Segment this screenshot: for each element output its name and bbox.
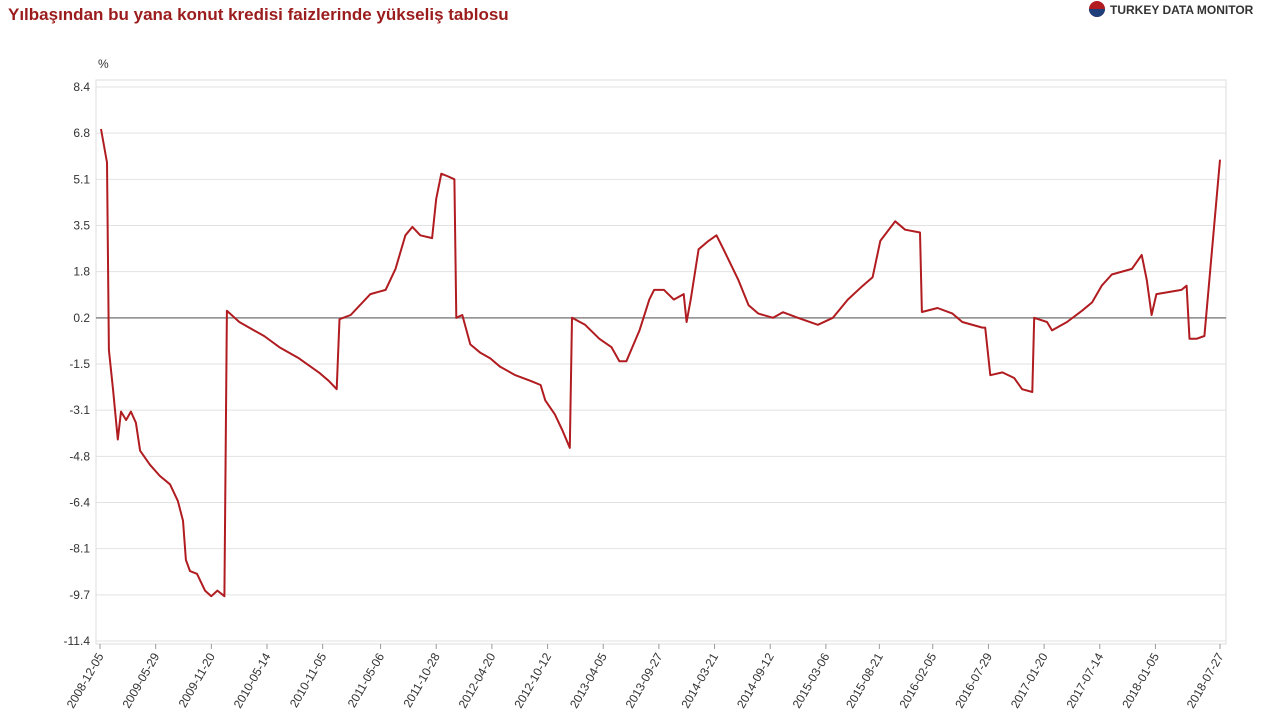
x-tick-label: 2010-11-05: [287, 650, 330, 710]
x-tick-label: 2014-03-21: [678, 650, 721, 710]
y-tick-label: -6.4: [69, 496, 90, 510]
y-tick-label: 1.8: [73, 265, 90, 279]
x-tick-label: 2017-01-20: [1008, 650, 1051, 710]
chart-title: Yılbaşından bu yana konut kredisi faizle…: [8, 5, 509, 24]
x-tick-label: 2017-07-14: [1064, 650, 1107, 710]
plot-frame: [95, 79, 1227, 645]
x-tick-label: 2015-08-21: [843, 650, 886, 710]
x-tick-label: 2009-05-29: [119, 650, 162, 710]
x-tick-label: 2018-01-05: [1119, 650, 1162, 710]
x-tick-label: 2015-03-06: [790, 650, 833, 710]
x-tick-label: 2012-04-20: [456, 650, 499, 710]
brand: TURKEY DATA MONITOR: [1110, 3, 1254, 17]
y-tick-label: -9.7: [69, 588, 90, 602]
x-tick-label: 2011-10-28: [400, 650, 443, 710]
x-tick-label: 2010-05-14: [231, 650, 274, 710]
y-axis-label: %: [98, 57, 109, 71]
brand-logo: TURKEY DATA MONITOR: [1089, 1, 1254, 17]
x-tick-label: 2016-07-29: [952, 650, 995, 710]
y-tick-label: 6.8: [73, 126, 90, 140]
data-line: [100, 128, 1221, 598]
y-tick-label: -4.8: [69, 449, 90, 463]
y-tick-label: -11.4: [64, 634, 91, 648]
x-tick-label: 2014-09-12: [734, 650, 777, 710]
y-tick-label: -1.5: [69, 357, 90, 371]
y-tick-label: 0.2: [73, 311, 90, 325]
y-tick-label: 8.4: [73, 80, 90, 94]
x-tick-label: 2008-12-05: [64, 650, 107, 710]
x-tick-label: 2012-10-12: [511, 650, 554, 710]
y-tick-label: -3.1: [69, 403, 90, 417]
x-tick-label: 2013-09-27: [623, 650, 666, 710]
x-tick-label: 2009-11-20: [176, 650, 219, 710]
y-tick-label: 5.1: [73, 172, 90, 186]
x-tick-label: 2016-02-05: [897, 650, 940, 710]
x-tick-label: 2018-07-27: [1184, 650, 1227, 710]
y-tick-label: -8.1: [69, 542, 90, 556]
y-tick-label: 3.5: [73, 219, 90, 233]
x-tick-label: 2013-04-05: [567, 650, 610, 710]
x-tick-label: 2011-05-06: [345, 650, 388, 710]
